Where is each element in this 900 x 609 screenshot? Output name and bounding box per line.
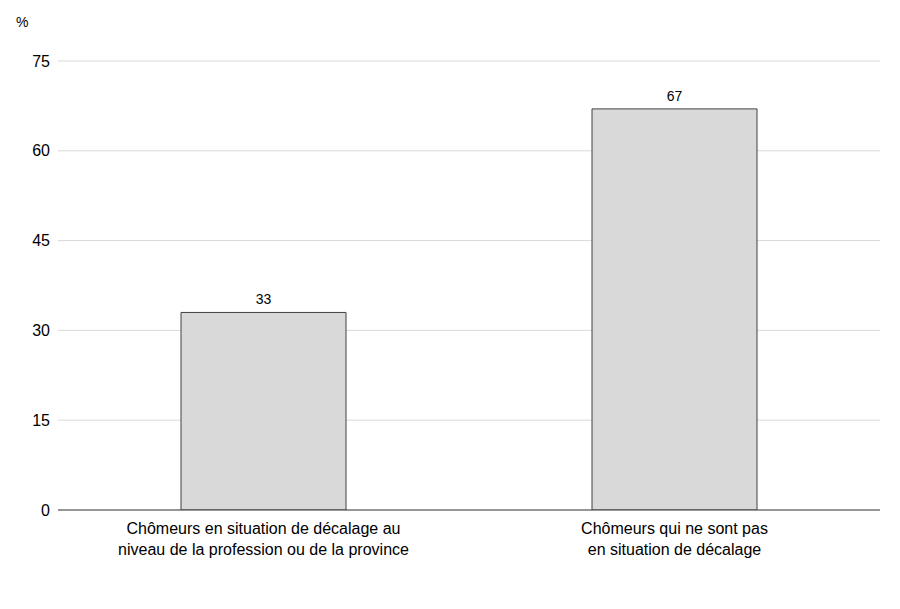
- svg-text:45: 45: [32, 232, 50, 249]
- svg-text:75: 75: [32, 53, 50, 70]
- svg-text:Chômeurs qui ne sont pasen sit: Chômeurs qui ne sont pasen situation de …: [581, 520, 768, 558]
- svg-text:33: 33: [256, 291, 272, 307]
- svg-text:Chômeurs en situation de décal: Chômeurs en situation de décalage aunive…: [118, 520, 409, 558]
- svg-text:60: 60: [32, 142, 50, 159]
- svg-text:67: 67: [667, 88, 683, 104]
- svg-text:30: 30: [32, 322, 50, 339]
- svg-text:15: 15: [32, 412, 50, 429]
- svg-text:0: 0: [41, 502, 50, 519]
